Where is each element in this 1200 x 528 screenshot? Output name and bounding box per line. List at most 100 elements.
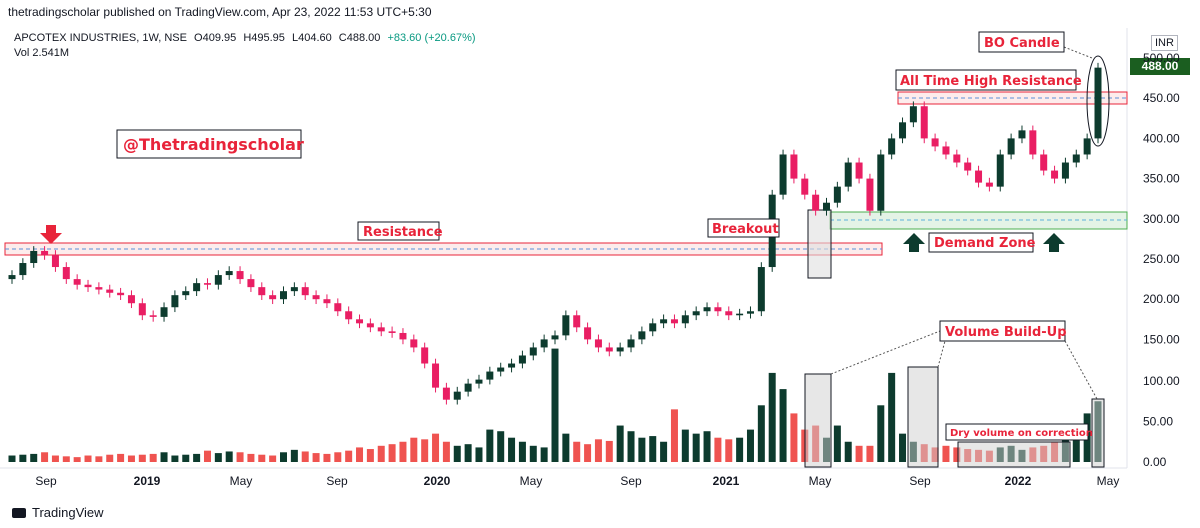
- time-tick-label: 2021: [713, 474, 740, 488]
- volume-bar: [703, 431, 711, 462]
- candle-body: [432, 363, 440, 388]
- volume-bar: [388, 444, 396, 462]
- candle-body: [366, 323, 374, 328]
- time-tick-label: Sep: [326, 474, 348, 488]
- dry-volume-box: [957, 441, 1071, 468]
- volume-bar: [475, 447, 483, 462]
- volume-bar: [497, 431, 505, 462]
- candle-body: [714, 307, 722, 312]
- volume-bar: [866, 445, 874, 462]
- candle-body: [670, 319, 678, 324]
- candle-body: [627, 339, 635, 348]
- breakout-label: Breakout: [712, 222, 779, 237]
- candle-body: [703, 307, 711, 312]
- candle-body: [649, 323, 657, 332]
- candle-body: [193, 283, 201, 292]
- connector-line: [1064, 340, 1098, 400]
- candle-body: [127, 295, 135, 304]
- volume-bar: [942, 445, 950, 462]
- volume-bar: [453, 445, 461, 462]
- breakout-label-box: [707, 218, 780, 238]
- volume-bar: [214, 453, 222, 462]
- candle-body: [312, 295, 320, 300]
- volume-bar: [84, 455, 92, 462]
- price-tick-label: 300.00: [1143, 212, 1180, 226]
- candle-body: [823, 202, 830, 211]
- candle-body: [801, 178, 809, 195]
- volume-bar: [562, 433, 570, 462]
- candle-body: [323, 299, 331, 304]
- resistance-label-box: [357, 221, 440, 241]
- volume-buildup-label: Volume Build-Up: [945, 325, 1067, 340]
- currency-label[interactable]: INR: [1151, 35, 1178, 51]
- tradingview-footer[interactable]: TradingView: [12, 505, 104, 520]
- change-value: +83.60 (+20.67%): [387, 32, 476, 44]
- volume-bar: [649, 436, 657, 462]
- volume-bar: [149, 453, 157, 462]
- volume-buildup-box: [939, 320, 1066, 342]
- price-tick-label: 500.00: [1143, 51, 1180, 65]
- volume-bar: [692, 433, 700, 462]
- connector-line: [937, 340, 946, 368]
- volume-bar: [73, 457, 81, 462]
- volume-bar: [323, 453, 331, 462]
- volume-bar: [899, 433, 907, 462]
- candle-body: [334, 303, 342, 312]
- volume-bar: [117, 453, 125, 462]
- candle-body: [757, 267, 765, 312]
- candle-body: [812, 194, 820, 211]
- ath-label: All Time High Resistance: [900, 74, 1082, 89]
- symbol-name: APCOTEX INDUSTRIES, 1W, NSE: [14, 32, 187, 44]
- candle-body: [117, 292, 125, 296]
- candle-body: [1018, 130, 1026, 139]
- candle-body: [8, 275, 16, 280]
- dry-volume-box-label: [945, 423, 1089, 441]
- candle-body: [1072, 154, 1080, 163]
- volume-bar: [182, 454, 190, 462]
- candle-body: [73, 279, 81, 285]
- candle-body: [269, 295, 277, 300]
- volume-bar: [616, 425, 624, 462]
- volume-bar: [529, 445, 537, 462]
- price-tick-label: 350.00: [1143, 172, 1180, 186]
- price-tick-label: 450.00: [1143, 91, 1180, 105]
- candle-body: [421, 347, 429, 364]
- candle-body: [149, 315, 157, 317]
- publisher-line: thetradingscholar published on TradingVi…: [8, 5, 432, 19]
- volume-bar: [594, 439, 602, 462]
- candle-body: [833, 186, 841, 203]
- high-value: H495.95: [243, 32, 285, 44]
- up-arrow-icon: [1043, 233, 1065, 252]
- candle-body: [475, 379, 483, 384]
- candle-body: [888, 138, 896, 155]
- candle-body: [399, 332, 407, 340]
- volume-bar: [464, 444, 472, 462]
- candle-body: [442, 387, 450, 400]
- candle-body: [356, 319, 364, 324]
- candle-body: [931, 138, 939, 147]
- candle-body: [790, 154, 798, 179]
- volume-bar: [442, 441, 450, 462]
- volume-bar: [638, 437, 646, 462]
- candle-body: [290, 287, 298, 292]
- candle-body: [486, 371, 494, 380]
- candle-body: [953, 154, 961, 163]
- candle-body: [1007, 138, 1015, 155]
- candle-body: [1083, 138, 1091, 155]
- candle-body: [518, 355, 526, 364]
- bo-label: BO Candle: [984, 36, 1060, 51]
- candle-body: [236, 271, 244, 280]
- candle-body: [345, 311, 353, 320]
- volume-bar: [127, 455, 135, 462]
- candle-body: [62, 267, 70, 280]
- candle-body: [855, 162, 863, 179]
- candle-body: [562, 315, 570, 336]
- volume-bar: [410, 437, 418, 462]
- candle-body: [551, 335, 559, 340]
- candle-body: [1094, 67, 1102, 139]
- volume-bar: [584, 444, 592, 462]
- candle-body: [225, 271, 233, 276]
- volume-bar: [290, 449, 298, 462]
- volume-bar: [193, 453, 201, 462]
